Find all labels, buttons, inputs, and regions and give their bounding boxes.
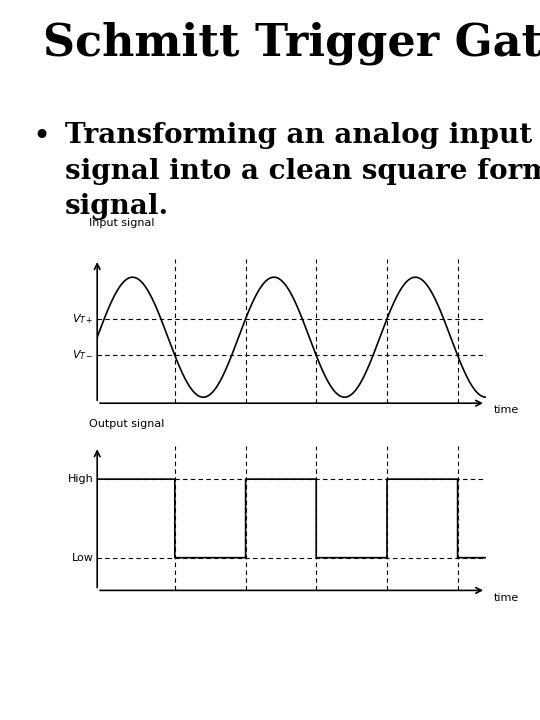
Text: time: time — [494, 593, 519, 603]
Text: $V_{T+}$: $V_{T+}$ — [72, 312, 93, 326]
Text: Output signal: Output signal — [90, 419, 165, 429]
Text: $V_{T-}$: $V_{T-}$ — [72, 348, 93, 362]
Text: •: • — [32, 122, 51, 151]
Text: Low: Low — [71, 553, 93, 562]
Text: High: High — [68, 474, 93, 484]
Text: Input signal: Input signal — [90, 217, 155, 228]
Text: Transforming an analog input
signal into a clean square form
signal.: Transforming an analog input signal into… — [65, 122, 540, 220]
Text: Schmitt Trigger Gates: Schmitt Trigger Gates — [43, 22, 540, 65]
Text: time: time — [494, 405, 519, 415]
